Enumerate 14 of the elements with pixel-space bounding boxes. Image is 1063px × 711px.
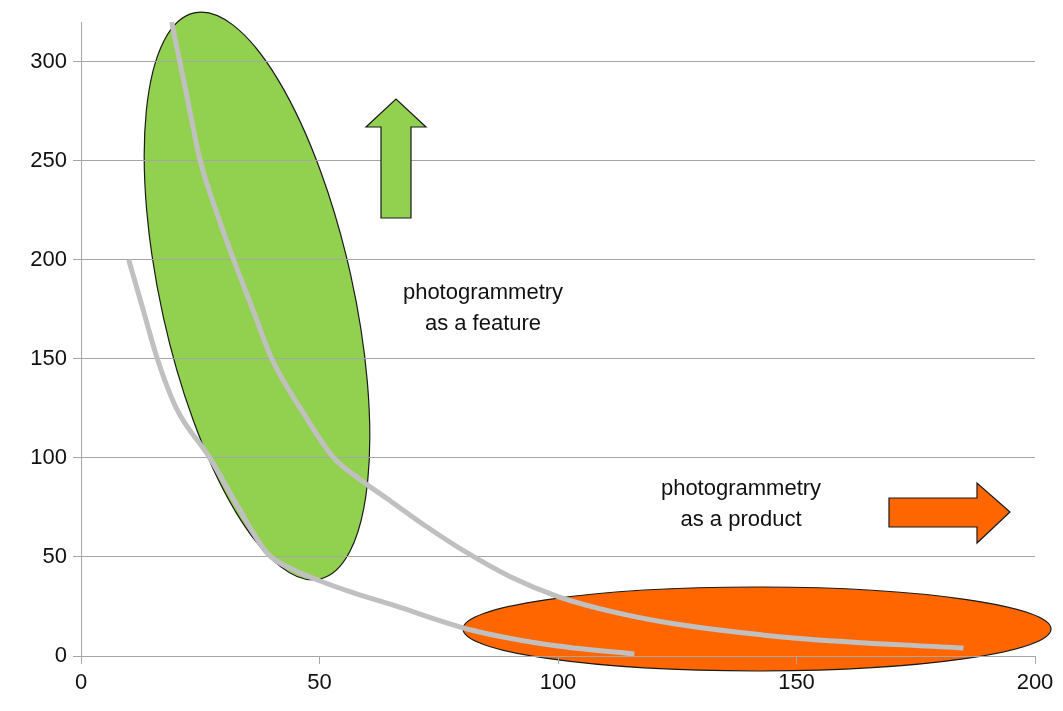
y-tick-label: 250 (30, 146, 67, 172)
annotation: photogrammetry as a product (660, 474, 822, 533)
y-tick-label: 150 (30, 344, 67, 370)
x-tick-label: 0 (74, 669, 88, 695)
y-tick-label: 100 (30, 443, 67, 469)
y-tick-label: 300 (30, 47, 67, 73)
x-tick-label: 50 (307, 669, 332, 695)
x-tick-label: 200 (1016, 669, 1054, 695)
y-tick-label: 50 (42, 543, 67, 568)
y-tick-label: 0 (54, 642, 67, 668)
x-tick-label: 100 (539, 669, 577, 695)
x-tick-label: 150 (778, 669, 815, 695)
annotation: photogrammetry as a feature (402, 278, 564, 337)
y-tick-label: 200 (30, 245, 67, 271)
